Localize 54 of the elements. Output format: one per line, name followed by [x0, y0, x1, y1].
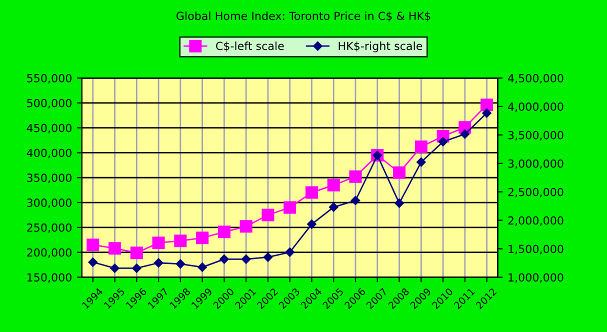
point [349, 170, 362, 183]
y-tick-label: 500,000 [27, 98, 72, 108]
legend-label: C$-left scale [216, 42, 284, 52]
point [284, 201, 296, 214]
y2-tick-label: 2,000,000 [508, 216, 564, 226]
point [328, 202, 338, 212]
point [263, 252, 273, 262]
point [108, 242, 122, 255]
point [130, 246, 143, 260]
y-tick-label: 350,000 [27, 174, 72, 184]
y-tick-label: 250,000 [27, 223, 72, 233]
point [152, 236, 165, 250]
point [393, 166, 406, 179]
point [460, 129, 470, 139]
y2-tick-label: 1,000,000 [508, 273, 564, 283]
y-tick-label: 450,000 [26, 124, 72, 134]
y-tick-label: 200,000 [27, 248, 72, 258]
point [305, 186, 318, 199]
y2-tick-label: 4,500,000 [508, 74, 564, 84]
point [482, 108, 492, 118]
point [174, 234, 187, 248]
point [416, 158, 426, 167]
y2-tick-label: 3,000,000 [508, 159, 564, 169]
point [394, 198, 404, 208]
point [307, 220, 316, 229]
y2-tick-label: 3,500,000 [508, 130, 564, 140]
y-tick-label: 150,000 [27, 273, 72, 283]
point [414, 140, 428, 153]
point [438, 137, 448, 146]
legend-label: HK$-right scale [338, 42, 422, 52]
point [196, 232, 209, 244]
y-tick-label: 400,000 [26, 148, 72, 158]
y2-tick-label: 2,500,000 [508, 188, 564, 198]
point [132, 264, 142, 273]
point [262, 208, 274, 222]
point [88, 258, 98, 267]
point [285, 248, 294, 257]
point [176, 259, 186, 269]
point [86, 238, 100, 252]
point [240, 220, 252, 233]
point [154, 258, 164, 268]
point [480, 98, 494, 112]
y2-tick-label: 4,000,000 [508, 102, 564, 112]
point [350, 196, 360, 206]
point [110, 264, 120, 273]
y2-tick-label: 1,500,000 [508, 244, 564, 254]
point [220, 254, 229, 264]
y-tick-label: 550,000 [27, 74, 72, 84]
point [241, 254, 251, 264]
y-tick-label: 300,000 [27, 198, 72, 208]
point [198, 262, 207, 272]
chart-title: Global Home Index: Toronto Price in C$ & HK$ [176, 11, 430, 22]
point [327, 178, 340, 192]
point [218, 226, 230, 238]
